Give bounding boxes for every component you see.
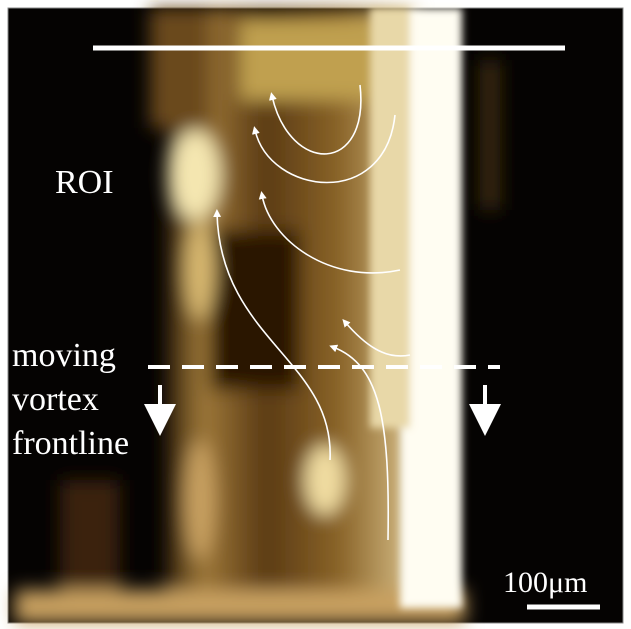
page: ROI moving vortex frontline 100μm (() =>… bbox=[0, 0, 631, 629]
scale-bar-label: 100μm bbox=[503, 566, 587, 599]
micrograph: ROI moving vortex frontline 100μm bbox=[0, 0, 631, 629]
frontline-label: frontline bbox=[12, 425, 129, 462]
frontline-label: vortex bbox=[12, 381, 99, 418]
frontline-label: moving bbox=[12, 337, 116, 374]
roi-label: ROI bbox=[55, 164, 114, 201]
